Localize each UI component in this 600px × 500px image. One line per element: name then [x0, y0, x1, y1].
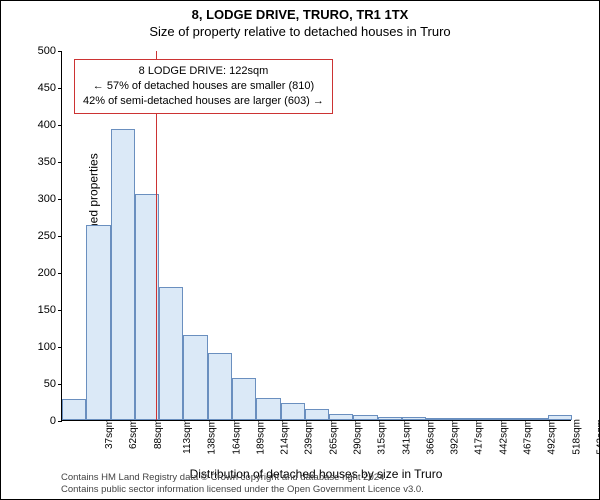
y-tick-mark: [58, 88, 62, 89]
x-tick-label: 467sqm: [523, 419, 534, 455]
y-tick-mark: [58, 199, 62, 200]
y-tick-mark: [58, 162, 62, 163]
y-tick-mark: [58, 384, 62, 385]
y-tick-mark: [58, 125, 62, 126]
x-tick-label: 315sqm: [377, 419, 388, 455]
x-tick-label: 492sqm: [547, 419, 558, 455]
y-tick-mark: [58, 421, 62, 422]
y-tick-mark: [58, 51, 62, 52]
y-tick-label: 250: [22, 230, 56, 242]
x-tick-label: 189sqm: [255, 419, 266, 455]
histogram-bar: [329, 414, 353, 420]
y-tick-label: 50: [22, 378, 56, 390]
footnote-line1: Contains HM Land Registry data © Crown c…: [61, 472, 424, 483]
histogram-bar: [378, 417, 402, 420]
y-tick-mark: [58, 236, 62, 237]
histogram-bar: [499, 418, 523, 420]
histogram-bar: [62, 399, 86, 420]
annotation-line: ← 57% of detached houses are smaller (81…: [83, 79, 324, 94]
histogram-bar: [548, 415, 572, 420]
footnote: Contains HM Land Registry data © Crown c…: [61, 472, 424, 495]
x-tick-label: 62sqm: [128, 419, 139, 449]
x-tick-label: 442sqm: [498, 419, 509, 455]
y-tick-label: 400: [22, 119, 56, 131]
histogram-bar: [111, 129, 135, 420]
footnote-line2: Contains public sector information licen…: [61, 484, 424, 495]
histogram-bar: [232, 378, 256, 420]
x-tick-label: 138sqm: [207, 419, 218, 455]
histogram-bar: [523, 418, 547, 420]
x-tick-label: 543sqm: [595, 419, 600, 455]
y-tick-label: 150: [22, 304, 56, 316]
y-tick-label: 350: [22, 156, 56, 168]
x-tick-label: 37sqm: [104, 419, 115, 449]
histogram-bar: [426, 418, 450, 420]
x-tick-label: 417sqm: [474, 419, 485, 455]
x-tick-label: 265sqm: [328, 419, 339, 455]
y-tick-label: 300: [22, 193, 56, 205]
x-tick-label: 290sqm: [353, 419, 364, 455]
y-tick-mark: [58, 273, 62, 274]
histogram-bar: [402, 417, 426, 420]
x-tick-label: 214sqm: [280, 419, 291, 455]
x-tick-label: 341sqm: [401, 419, 412, 455]
y-tick-label: 100: [22, 341, 56, 353]
x-tick-label: 239sqm: [304, 419, 315, 455]
x-tick-label: 392sqm: [450, 419, 461, 455]
x-tick-label: 164sqm: [231, 419, 242, 455]
y-tick-label: 500: [22, 45, 56, 57]
histogram-bar: [281, 403, 305, 420]
histogram-bar: [86, 225, 110, 420]
page-subtitle: Size of property relative to detached ho…: [1, 22, 599, 39]
x-tick-label: 518sqm: [571, 419, 582, 455]
chart-container: 8, LODGE DRIVE, TRURO, TR1 1TX Size of p…: [0, 0, 600, 500]
y-tick-mark: [58, 310, 62, 311]
y-tick-label: 450: [22, 82, 56, 94]
x-tick-label: 88sqm: [153, 419, 164, 449]
histogram-bar: [475, 418, 499, 420]
y-tick-mark: [58, 347, 62, 348]
histogram-bar: [256, 398, 280, 420]
histogram-bar: [183, 335, 207, 420]
annotation-line: 42% of semi-detached houses are larger (…: [83, 94, 324, 109]
histogram-bar: [159, 287, 183, 420]
histogram-bar: [353, 415, 377, 420]
y-tick-label: 0: [22, 415, 56, 427]
annotation-line: 8 LODGE DRIVE: 122sqm: [83, 64, 324, 79]
histogram-bar: [305, 409, 329, 420]
histogram-bar: [208, 353, 232, 420]
plot-area: 05010015020025030035040045050037sqm62sqm…: [61, 51, 571, 421]
annotation-box: 8 LODGE DRIVE: 122sqm← 57% of detached h…: [74, 59, 333, 114]
histogram-bar: [451, 418, 475, 420]
page-title: 8, LODGE DRIVE, TRURO, TR1 1TX: [1, 1, 599, 22]
x-tick-label: 366sqm: [425, 419, 436, 455]
chart-area: Number of detached properties 0501001502…: [61, 51, 571, 421]
y-tick-label: 200: [22, 267, 56, 279]
x-tick-label: 113sqm: [182, 419, 193, 454]
